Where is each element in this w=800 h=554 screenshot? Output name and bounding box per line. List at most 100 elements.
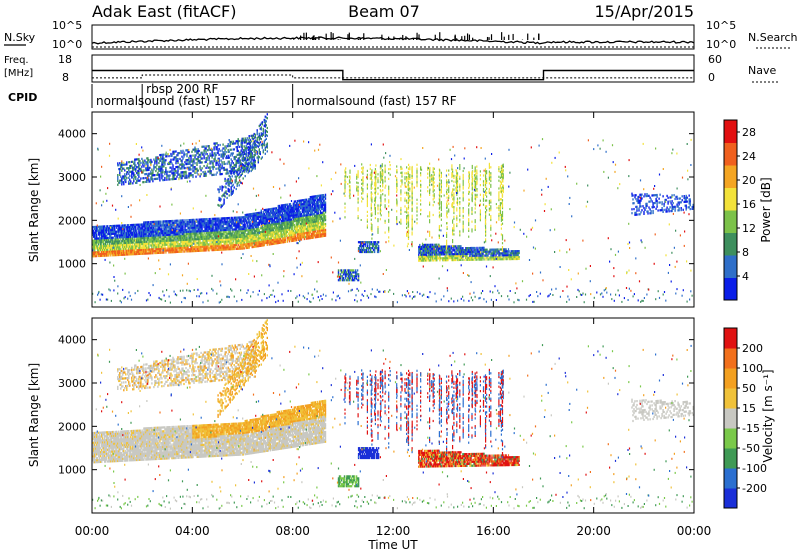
data-cell (123, 245, 125, 248)
data-cell (283, 207, 285, 211)
data-cell (230, 192, 232, 195)
data-cell (213, 239, 215, 242)
data-cell (163, 243, 165, 246)
data-cell (230, 226, 232, 229)
data-cell (205, 247, 207, 250)
data-cell (169, 160, 171, 163)
data-cell (209, 229, 211, 232)
data-cell (248, 140, 250, 144)
data-cell (185, 246, 187, 249)
data-cell (236, 216, 238, 219)
data-cell (162, 169, 164, 172)
data-cell (241, 166, 243, 170)
data-cell (267, 210, 269, 213)
data-cell (107, 227, 109, 230)
data-cell (207, 237, 209, 240)
data-cell (121, 253, 123, 256)
data-cell (316, 224, 319, 227)
data-cell (296, 221, 299, 224)
data-cell (300, 232, 303, 235)
data-cell (182, 231, 184, 234)
data-cell (241, 151, 243, 154)
data-cell (121, 181, 123, 184)
data-cell (206, 222, 208, 225)
data-cell (128, 247, 130, 250)
data-cell (178, 242, 180, 246)
data-cell (165, 224, 167, 227)
data-cell (197, 155, 199, 159)
data-cell (236, 245, 238, 248)
data-cell (215, 154, 217, 157)
data-cell (242, 139, 244, 142)
data-cell (274, 228, 276, 231)
data-cell (240, 216, 242, 219)
data-cell (100, 239, 102, 242)
data-cell (243, 158, 245, 162)
data-cell (172, 251, 174, 254)
data-cell (253, 236, 255, 239)
data-cell (254, 142, 256, 145)
data-cell (282, 210, 284, 213)
data-cell (230, 190, 232, 193)
data-cell (196, 224, 198, 227)
data-cell (296, 237, 299, 240)
data-cell (181, 155, 183, 158)
data-cell (280, 206, 282, 209)
data-cell (201, 249, 203, 252)
data-cell (160, 236, 162, 239)
data-cell (192, 228, 194, 231)
data-cell (297, 219, 300, 222)
data-cell (285, 215, 287, 218)
data-cell (223, 228, 225, 232)
data-cell (110, 248, 112, 251)
data-cell (131, 170, 133, 173)
data-cell (157, 238, 159, 241)
data-cell (212, 237, 214, 240)
data-cell (204, 153, 206, 156)
data-cell (251, 218, 253, 221)
data-cell (129, 164, 131, 168)
data-cell (117, 183, 119, 186)
data-cell (270, 235, 272, 238)
data-cell (220, 206, 222, 209)
data-cell (179, 157, 181, 160)
data-cell (231, 228, 233, 231)
data-cell (199, 220, 201, 223)
data-cell (314, 206, 317, 210)
data-cell (169, 237, 171, 240)
data-cell (106, 231, 108, 234)
data-cell (125, 245, 127, 248)
data-cell (315, 197, 318, 200)
data-cell (223, 242, 225, 245)
data-cell (124, 228, 126, 231)
data-cell (231, 248, 233, 251)
data-cell (182, 157, 184, 160)
data-cell (230, 170, 232, 173)
data-cell (131, 229, 133, 232)
data-cell (276, 232, 278, 235)
data-cell (242, 235, 244, 238)
data-cell (230, 220, 232, 223)
data-cell (261, 221, 263, 224)
data-cell (310, 219, 313, 222)
data-cell (218, 217, 220, 220)
data-cell (278, 206, 280, 209)
data-cell (144, 248, 146, 251)
data-cell (236, 236, 238, 239)
data-cell (183, 223, 185, 226)
data-cell (92, 233, 94, 236)
data-cell (127, 243, 129, 246)
data-cell (322, 199, 325, 202)
data-cell (148, 250, 150, 253)
data-cell (230, 172, 232, 175)
data-cell (246, 143, 248, 146)
data-cell (211, 156, 213, 159)
data-cell (210, 223, 212, 226)
data-cell (113, 244, 115, 247)
data-cell (98, 243, 100, 246)
data-cell (283, 235, 285, 238)
data-cell (141, 242, 143, 246)
data-cell (199, 226, 201, 229)
data-cell (121, 230, 123, 233)
data-cell (271, 221, 273, 224)
